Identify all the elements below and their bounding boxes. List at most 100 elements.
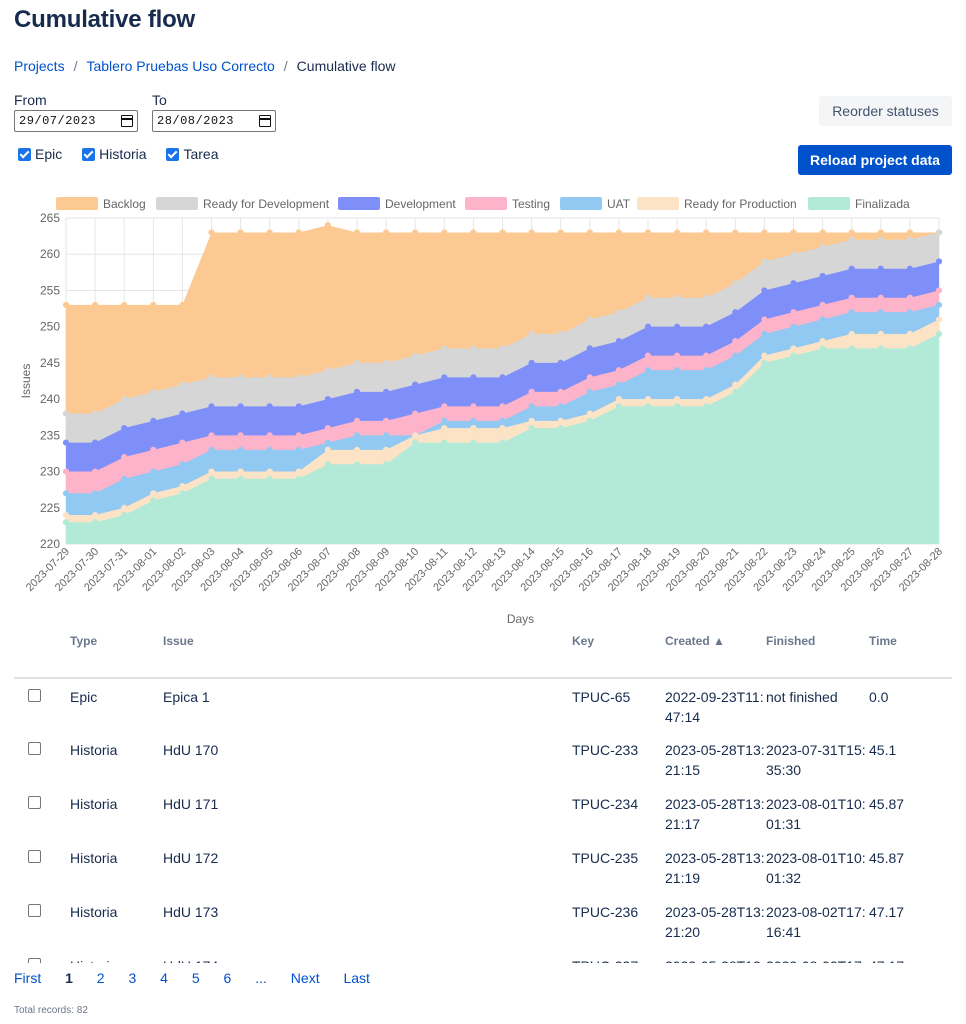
data-point bbox=[557, 359, 564, 366]
breadcrumb-current: Cumulative flow bbox=[296, 58, 396, 74]
data-point bbox=[353, 359, 361, 366]
checkbox-checked-icon[interactable] bbox=[166, 147, 180, 161]
pagination-last[interactable]: Last bbox=[343, 970, 370, 986]
filter-historia-checkbox[interactable]: Historia bbox=[82, 146, 147, 162]
legend-swatch[interactable] bbox=[465, 197, 507, 210]
data-point bbox=[383, 432, 390, 439]
cell-key: TPUC-236 bbox=[572, 904, 639, 920]
data-point bbox=[237, 432, 244, 439]
data-point bbox=[790, 280, 797, 287]
time-column-header[interactable]: Time bbox=[869, 628, 952, 679]
legend-swatch[interactable] bbox=[637, 197, 679, 210]
data-point bbox=[644, 323, 652, 330]
type-column-header[interactable]: Type bbox=[70, 628, 163, 679]
legend-swatch[interactable] bbox=[560, 197, 602, 210]
key-column-header[interactable]: Key bbox=[572, 628, 665, 679]
pagination-page-5[interactable]: 5 bbox=[191, 970, 200, 986]
pagination-page-3[interactable]: 3 bbox=[128, 970, 137, 986]
table-row[interactable]: Historia HdU 171 TPUC-234 2023-05-28T13:21:… bbox=[14, 786, 952, 840]
checkbox-checked-icon[interactable] bbox=[18, 147, 31, 161]
row-checkbox[interactable] bbox=[28, 850, 41, 863]
data-point bbox=[150, 301, 157, 309]
reload-project-data-button[interactable]: Reload project data bbox=[798, 145, 952, 175]
data-point bbox=[499, 229, 506, 236]
legend-label[interactable]: Ready for Development bbox=[203, 197, 330, 211]
data-point bbox=[586, 410, 593, 417]
data-point bbox=[674, 229, 681, 236]
legend-label[interactable]: Finalizada bbox=[855, 197, 910, 211]
issue-type-filters: Epic Historia Tarea bbox=[18, 146, 235, 164]
issue-column-header[interactable]: Issue bbox=[163, 628, 572, 679]
cell-finished: 2023-08-01T10:01:32 bbox=[766, 850, 866, 886]
checkbox-checked-icon[interactable] bbox=[82, 147, 96, 161]
data-point bbox=[295, 475, 302, 482]
legend-label[interactable]: Ready for Production bbox=[684, 197, 797, 211]
calendar-icon[interactable] bbox=[121, 115, 133, 127]
created-column-header[interactable]: Created ▲ bbox=[665, 628, 766, 679]
cell-type: Historia bbox=[70, 948, 163, 963]
legend-swatch[interactable] bbox=[156, 197, 198, 210]
data-point bbox=[906, 294, 914, 301]
filter-epic-checkbox[interactable]: Epic bbox=[18, 146, 62, 162]
pagination-first[interactable]: First bbox=[14, 970, 42, 986]
legend-label[interactable]: UAT bbox=[607, 197, 631, 211]
data-point bbox=[877, 229, 884, 236]
data-point bbox=[324, 446, 331, 453]
legend-swatch[interactable] bbox=[338, 197, 380, 210]
legend-swatch[interactable] bbox=[808, 197, 850, 210]
data-point bbox=[557, 403, 564, 410]
data-point bbox=[179, 301, 186, 309]
row-checkbox[interactable] bbox=[28, 689, 41, 702]
pagination-page-2[interactable]: 2 bbox=[96, 970, 105, 986]
cell-type: Historia bbox=[70, 796, 118, 812]
breadcrumb-board-link[interactable]: Tablero Pruebas Uso Correcto bbox=[86, 58, 275, 74]
cell-time: 0.0 bbox=[869, 689, 889, 705]
filter-tarea-checkbox[interactable]: Tarea bbox=[166, 146, 219, 162]
breadcrumb-separator: / bbox=[73, 58, 78, 74]
table-row[interactable]: Historia HdU 173 TPUC-236 2023-05-28T13:21:… bbox=[14, 894, 952, 948]
data-point bbox=[353, 432, 361, 439]
data-point bbox=[615, 381, 623, 388]
legend-label[interactable]: Backlog bbox=[103, 197, 146, 211]
pagination-page-4[interactable]: 4 bbox=[160, 970, 168, 986]
data-point bbox=[441, 417, 448, 424]
table-row[interactable]: Historia HdU 172 TPUC-235 2023-05-28T13:21:… bbox=[14, 840, 952, 894]
legend-label[interactable]: Testing bbox=[512, 197, 550, 211]
data-point bbox=[179, 461, 186, 468]
pagination-page-6[interactable]: 6 bbox=[223, 970, 232, 986]
data-point bbox=[674, 352, 681, 359]
finished-column-header[interactable]: Finished bbox=[766, 628, 869, 679]
from-date-input[interactable]: 29/07/2023 bbox=[14, 110, 138, 132]
table-row[interactable]: Historia HdU 170 TPUC-233 2023-05-28T13:21:… bbox=[14, 732, 952, 786]
pagination-next[interactable]: Next bbox=[290, 970, 320, 986]
calendar-icon[interactable] bbox=[259, 115, 271, 127]
data-point bbox=[586, 316, 593, 323]
to-date-input[interactable]: 28/08/2023 bbox=[152, 110, 276, 132]
pagination-ellipsis[interactable]: ... bbox=[255, 970, 267, 986]
data-point bbox=[703, 367, 710, 374]
row-checkbox[interactable] bbox=[28, 904, 41, 917]
reorder-statuses-button[interactable]: Reorder statuses bbox=[819, 96, 952, 126]
row-checkbox[interactable] bbox=[28, 742, 41, 755]
data-point bbox=[674, 403, 681, 410]
cell-issue: HdU 170 bbox=[163, 742, 219, 758]
from-date-value: 29/07/2023 bbox=[19, 114, 97, 128]
cell-finished: not finished bbox=[766, 689, 838, 705]
data-point bbox=[121, 453, 128, 461]
data-point bbox=[121, 475, 128, 482]
row-checkbox[interactable] bbox=[28, 796, 41, 809]
data-point bbox=[412, 381, 419, 388]
data-point bbox=[266, 229, 273, 236]
y-tick-label: 235 bbox=[40, 428, 60, 442]
data-point bbox=[179, 482, 186, 490]
data-point bbox=[732, 381, 739, 388]
pagination-page-1[interactable]: 1 bbox=[65, 970, 73, 986]
legend-swatch[interactable] bbox=[56, 197, 98, 210]
data-point bbox=[819, 345, 826, 352]
breadcrumb-projects-link[interactable]: Projects bbox=[14, 58, 65, 74]
table-row[interactable]: Epic Epica 1 TPUC-65 2022-09-23T11:47:14 not… bbox=[14, 678, 952, 732]
cell-time: 45.87 bbox=[869, 796, 905, 812]
row-checkbox[interactable] bbox=[28, 958, 41, 963]
legend-label[interactable]: Development bbox=[385, 197, 456, 211]
